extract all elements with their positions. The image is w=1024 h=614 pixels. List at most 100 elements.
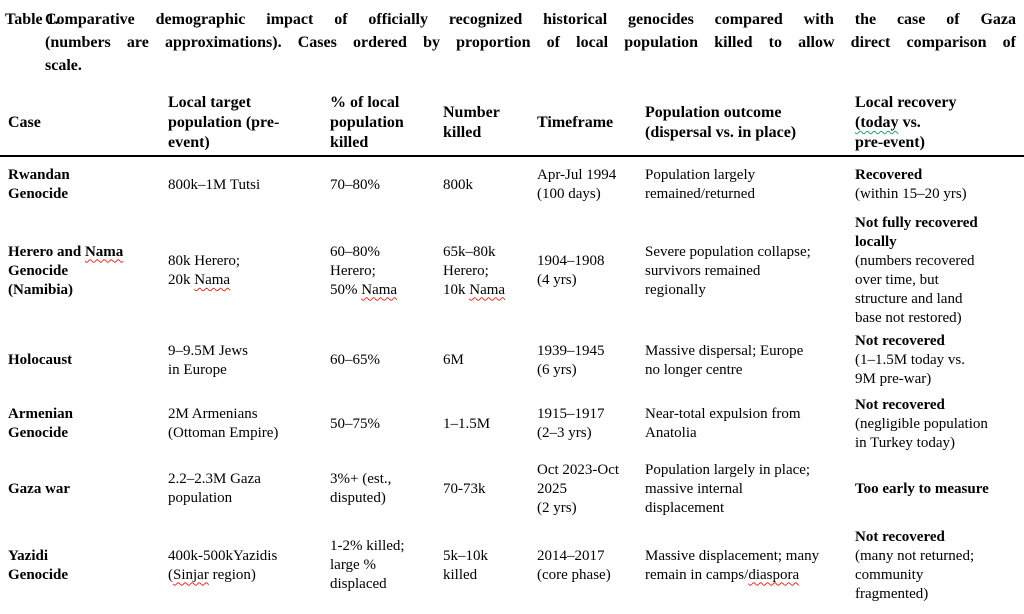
- text-run: Genocide: [8, 262, 68, 279]
- text-run: 50–75%: [330, 415, 380, 432]
- text-run: in Turkey today): [855, 434, 956, 451]
- text-line: Near-total expulsion from: [645, 405, 843, 424]
- text-run: killed: [443, 124, 482, 141]
- text-line: Yazidi: [8, 547, 156, 566]
- text-line: Recovered: [855, 166, 1020, 185]
- text-run: Timeframe: [537, 114, 614, 131]
- cell-armenian-genocide-timeframe: 1915–1917 (2–3 yrs): [529, 392, 637, 456]
- text-line: 1939–1945: [537, 342, 633, 361]
- col-header-case: Case: [0, 91, 160, 157]
- spell-flagged-text: Nama: [469, 281, 506, 298]
- text-run: Massive dispersal; Europe: [645, 342, 804, 359]
- text-run: fragmented): [855, 585, 929, 602]
- text-run: event): [168, 134, 210, 151]
- table-caption-line: Comparative demographic impact of offici…: [45, 11, 1016, 28]
- text-run: Not fully recovered: [855, 215, 978, 231]
- text-run: vs.: [898, 114, 921, 131]
- text-line: structure and land: [855, 290, 1020, 309]
- text-run: 80k Herero;: [168, 253, 241, 269]
- text-run: killed: [330, 134, 369, 151]
- text-run: (2–3 yrs): [537, 425, 592, 441]
- text-line: Population largely in place;: [645, 461, 843, 480]
- text-line: disputed): [330, 489, 431, 508]
- cell-armenian-genocide-case: Armenian Genocide: [0, 392, 160, 456]
- cell-rwandan-genocide-local-target-population: 800k–1M Tutsi: [160, 156, 322, 213]
- text-line: Herero and Nama: [8, 243, 156, 262]
- text-run: 9M pre-war): [855, 371, 932, 387]
- text-line: Genocide: [8, 185, 156, 204]
- table-caption: Table 1. Comparative demographic impact …: [0, 0, 1024, 77]
- cell-gaza-war-local-recovery: Too early to measure: [847, 456, 1024, 522]
- text-run: 1-2% killed;: [330, 538, 405, 554]
- text-line: (Namibia): [8, 281, 156, 300]
- text-line: 800k–1M Tutsi: [168, 176, 318, 195]
- cell-rwandan-genocide-local-recovery: Recovered (within 15–20 yrs): [847, 156, 1024, 213]
- cell-rwandan-genocide-pct-of-local-population-killed: 70–80%: [322, 156, 435, 213]
- text-run: 1–1.5M: [443, 415, 491, 432]
- text-run: displacement: [645, 499, 725, 516]
- col-header-local-target-population: Local target population (pre-event): [160, 91, 322, 157]
- table-caption-line: (numbers are approximations). Cases orde…: [45, 34, 1016, 51]
- text-run: Gaza war: [8, 480, 71, 497]
- text-run: remain in camps/: [645, 566, 749, 583]
- table-row-yazidi-genocide: Yazidi Genocide 400k-500kYazidis (Sinjar re…: [0, 522, 1024, 609]
- cell-gaza-war-case: Gaza war: [0, 456, 160, 522]
- cell-holocaust-timeframe: 1939–1945 (6 yrs): [529, 329, 637, 392]
- text-line: (100 days): [537, 185, 633, 204]
- text-line: (1–1.5M today vs.: [855, 351, 1020, 370]
- text-line: 50–75%: [330, 415, 431, 434]
- text-line: 5k–10k: [443, 547, 525, 566]
- text-line: Rwandan: [8, 166, 156, 185]
- spell-flagged-text: Nama: [84, 243, 124, 260]
- text-run: 65k–80k: [443, 243, 496, 260]
- text-run: 1915–1917: [537, 406, 605, 422]
- text-line: Herero;: [443, 262, 525, 281]
- text-run: (1–1.5M today vs.: [855, 352, 965, 368]
- text-run: 1904–1908: [537, 253, 605, 269]
- genocide-comparison-table: Case Local target population (pre-event) % …: [0, 91, 1024, 609]
- text-line: 20k Nama: [168, 271, 318, 290]
- text-run: Population largely in place;: [645, 461, 811, 478]
- text-run: Herero and: [8, 243, 85, 260]
- text-run: disputed): [330, 490, 386, 506]
- text-line: Population largely: [645, 166, 843, 185]
- text-run: Anatolia: [645, 425, 697, 441]
- cell-herero-and-nama-genocide-case: Herero and Nama Genocide (Namibia): [0, 213, 160, 329]
- text-run: displaced: [330, 576, 387, 592]
- text-run: structure and land: [855, 291, 963, 307]
- table-header: Case Local target population (pre-event) % …: [0, 91, 1024, 157]
- text-line: regionally: [645, 281, 843, 300]
- cell-holocaust-local-target-population: 9–9.5M Jews in Europe: [160, 329, 322, 392]
- text-run: (6 yrs): [537, 361, 577, 378]
- cell-yazidi-genocide-number-killed: 5k–10k killed: [435, 522, 529, 609]
- text-line: locally: [855, 233, 1020, 252]
- text-run: (negligible population: [855, 415, 988, 432]
- text-run: Rwandan: [8, 167, 70, 183]
- text-run: base not restored): [855, 310, 962, 326]
- text-line: Not recovered: [855, 396, 1020, 415]
- text-run: % of local: [330, 94, 400, 111]
- text-run: 70–80%: [330, 176, 380, 193]
- text-line: remained/returned: [645, 185, 843, 204]
- text-run: pre-event): [855, 134, 925, 151]
- text-run: (numbers recovered: [855, 253, 975, 269]
- text-line: 1-2% killed;: [330, 537, 431, 556]
- text-line: 1904–1908: [537, 252, 633, 271]
- cell-holocaust-pct-of-local-population-killed: 60–65%: [322, 329, 435, 392]
- text-run: Massive displacement; many: [645, 547, 820, 564]
- text-line: Apr-Jul 1994: [537, 166, 633, 185]
- table-row-herero-and-nama-genocide: Herero and Nama Genocide (Namibia) 80k Here…: [0, 213, 1024, 329]
- text-line: over time, but: [855, 271, 1020, 290]
- text-run: Number: [443, 104, 500, 121]
- text-line: Genocide: [8, 566, 156, 585]
- text-line: population: [330, 113, 431, 133]
- text-run: 20k: [168, 272, 195, 288]
- text-run: (many not returned;: [855, 547, 975, 564]
- text-run: community: [855, 566, 924, 583]
- spell-flagged-text: Sinjar: [173, 566, 209, 583]
- text-run: (4 yrs): [537, 272, 577, 288]
- text-run: Armenian: [8, 406, 73, 422]
- text-run: Local target: [168, 94, 252, 111]
- text-line: 60–65%: [330, 351, 431, 370]
- text-line: remain in camps/diaspora: [645, 566, 843, 585]
